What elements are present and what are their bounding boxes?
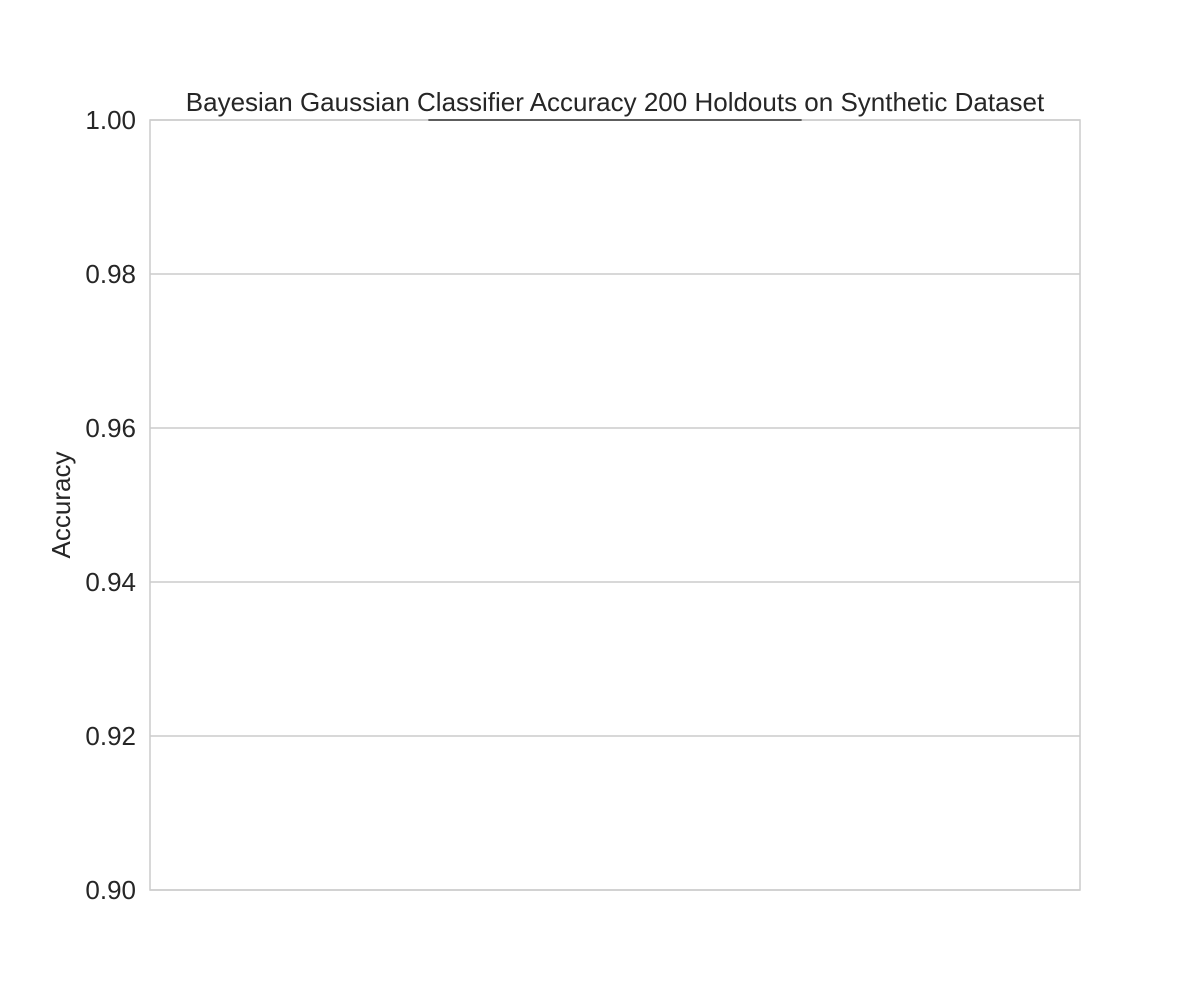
y-tick-label: 0.90 xyxy=(85,875,136,905)
plot-frame xyxy=(149,119,1081,891)
y-tick-label: 0.98 xyxy=(85,259,136,289)
chart-title: Bayesian Gaussian Classifier Accuracy 20… xyxy=(186,87,1045,117)
y-tick-labels: 0.90 0.92 0.94 0.96 0.98 1.00 xyxy=(85,105,136,905)
y-axis-label: Accuracy xyxy=(46,452,76,559)
gridlines xyxy=(150,119,1080,891)
y-tick-label: 0.94 xyxy=(85,567,136,597)
y-tick-label: 0.92 xyxy=(85,721,136,751)
y-tick-label: 0.96 xyxy=(85,413,136,443)
y-tick-label: 1.00 xyxy=(85,105,136,135)
